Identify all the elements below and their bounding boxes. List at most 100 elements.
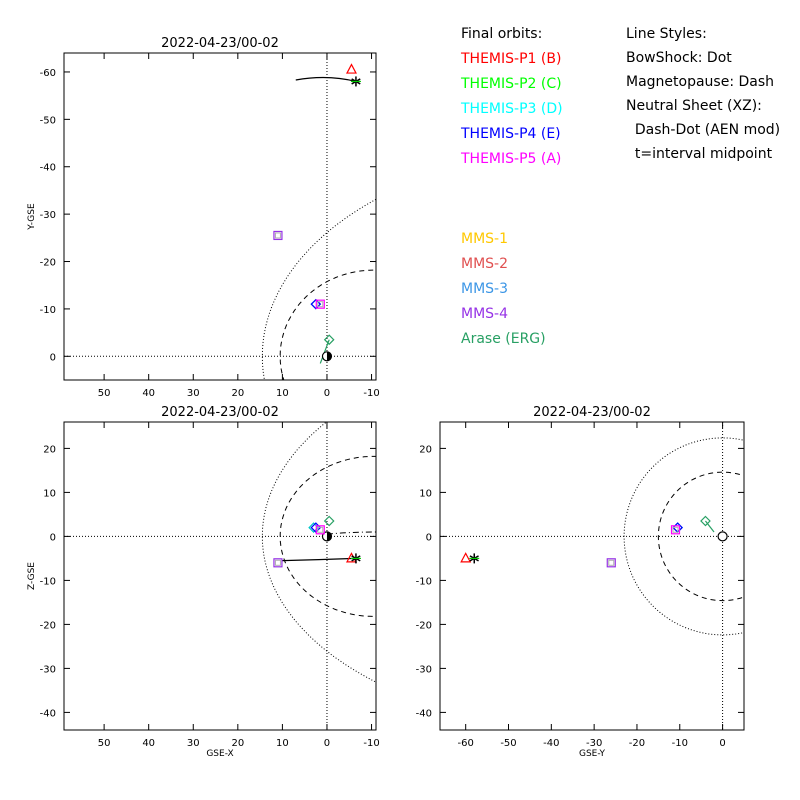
legend-entry: MMS-3	[461, 281, 509, 297]
y-tick-label: -10	[416, 576, 432, 587]
orbits-legend: Final orbits: THEMIS-P1 (B) THEMIS-P2 (C)…	[461, 22, 563, 172]
neutral-sheet	[326, 531, 376, 535]
arase-track	[319, 339, 330, 364]
line-styles-title: Line Styles:	[626, 26, 707, 42]
line-style-entry: Neutral Sheet (XZ):	[626, 98, 762, 114]
arase-erg-marker	[323, 334, 335, 346]
x-tick-label: 20	[231, 388, 244, 399]
y-tick-label: -30	[40, 210, 56, 221]
mms-4-marker-inner	[608, 559, 615, 566]
x-tick-label: 0	[719, 738, 725, 749]
legend-entry: Arase (ERG)	[461, 331, 546, 347]
panel-xy-plane: 2022-04-23/00-02 50 40 30 20 10 0 -10 -60 -50 -40 -…	[27, 36, 380, 399]
x-tick-label: -40	[543, 738, 559, 749]
y-tick-label: -40	[416, 708, 432, 719]
y-tick-label: 0	[50, 352, 56, 363]
x-axis-label: GSE-Y	[579, 749, 606, 759]
y-axis-label: Y-GSE	[27, 203, 37, 231]
y-tick-label: -60	[40, 68, 56, 79]
x-tick-label: 30	[187, 738, 200, 749]
x-tick-label: -30	[586, 738, 602, 749]
x-tick-label: -10	[363, 738, 379, 749]
y-tick-label: -30	[416, 664, 432, 675]
themis-p2-c-marker	[350, 76, 361, 87]
y-tick-label: -40	[40, 708, 56, 719]
y-tick-label: 20	[43, 444, 56, 455]
plot-frame	[63, 421, 377, 731]
x-tick-label: -60	[458, 738, 474, 749]
orbit-track	[282, 557, 356, 562]
orbit-track	[295, 76, 357, 83]
y-tick-label: 0	[426, 532, 432, 543]
plot-area	[64, 422, 376, 730]
panel-title: 2022-04-23/00-02	[161, 36, 279, 51]
panel-xz-plane: 2022-04-23/00-02 50 40 30 20 10 0 -10 20 10 0 -10 -2…	[27, 405, 380, 759]
panel-yz-plane: 2022-04-23/00-02 -60 -50 -40 -30 -20 -10 0 20 10 0…	[416, 405, 745, 759]
x-tick-label: 10	[276, 388, 289, 399]
legend-entry: THEMIS-P5 (A)	[461, 151, 562, 167]
magnetopause-curve	[279, 269, 376, 380]
arase-track	[704, 520, 715, 533]
x-tick-label: 0	[324, 388, 330, 399]
mms-4-marker-inner	[274, 232, 281, 239]
y-axis-label: Z-GSE	[27, 562, 37, 590]
legend-entry: THEMIS-P2 (C)	[461, 76, 562, 92]
mms-4-marker	[606, 558, 616, 568]
y-tick-label: 10	[419, 488, 432, 499]
legend-entry: THEMIS-P1 (B)	[461, 51, 562, 67]
orbit-legend-items: THEMIS-P1 (B) THEMIS-P2 (C) THEMIS-P3 (D) T…	[461, 47, 563, 172]
themis-p5-a-marker	[670, 525, 681, 535]
earth-night-side	[326, 351, 332, 361]
bow-shock-curve	[261, 422, 376, 683]
arase-erg-marker	[323, 515, 335, 527]
earth-marker	[717, 531, 728, 542]
x-axis-label: GSE-X	[206, 749, 233, 759]
themis-p1-b-marker	[460, 552, 472, 563]
y-tick-label: 10	[43, 488, 56, 499]
y-tick-label: -20	[416, 620, 432, 631]
orbits-legend-title: Final orbits:	[461, 26, 543, 42]
x-tick-label: 40	[142, 388, 155, 399]
plot-area	[440, 422, 744, 730]
themis-p5-a-marker-inner	[672, 526, 679, 533]
mms-legend-items: MMS-1 MMS-2 MMS-3 MMS-4 Arase (ERG)	[461, 227, 546, 352]
legend-entry: MMS-4	[461, 306, 509, 322]
x-tick-label: 10	[276, 738, 289, 749]
earth-night-side	[326, 531, 332, 541]
arase-erg-marker	[700, 515, 711, 527]
x-tick-label: -10	[672, 738, 688, 749]
x-tick-label: 50	[98, 738, 111, 749]
magnetopause-curve	[279, 455, 376, 617]
plot-frame	[63, 52, 377, 381]
line-style-entry: BowShock: Dot	[626, 50, 732, 66]
y-tick-label: 0	[50, 532, 56, 543]
line-style-entry: Magnetopause: Dash	[626, 74, 775, 90]
themis-p5-a-marker	[315, 299, 325, 309]
legend-entry: THEMIS-P3 (D)	[461, 101, 563, 117]
x-tick-label: -10	[363, 388, 379, 399]
themis-p5-a-marker-inner	[317, 526, 324, 533]
legend-entry: MMS-2	[461, 256, 509, 272]
y-tick-label: -10	[40, 305, 56, 316]
y-tick-label: -40	[40, 163, 56, 174]
line-style-entry: Dash-Dot (AEN mod)	[626, 122, 781, 138]
themis-p5-a-marker-inner	[317, 301, 324, 308]
legend-entry: THEMIS-P4 (E)	[461, 126, 561, 142]
x-tick-label: 40	[142, 738, 155, 749]
y-tick-label: -30	[40, 664, 56, 675]
themis-p5-a-marker	[315, 525, 325, 535]
x-tick-label: 30	[187, 388, 200, 399]
legend-entry: MMS-1	[461, 231, 509, 247]
themis-p2-c-marker	[469, 553, 480, 564]
panel-title: 2022-04-23/00-02	[161, 405, 279, 420]
themis-p1-b-marker	[345, 63, 357, 74]
y-tick-label: -10	[40, 576, 56, 587]
x-tick-label: 0	[324, 738, 330, 749]
x-tick-label: -50	[500, 738, 516, 749]
panel-title: 2022-04-23/00-02	[533, 405, 651, 420]
mms-4-marker	[273, 230, 283, 241]
mms-legend: MMS-1 MMS-2 MMS-3 MMS-4 Arase (ERG)	[461, 227, 546, 352]
line-styles-legend: Line Styles: BowShock: Dot Magnetopause: …	[626, 22, 780, 166]
line-style-entry: t=interval midpoint	[626, 146, 773, 162]
